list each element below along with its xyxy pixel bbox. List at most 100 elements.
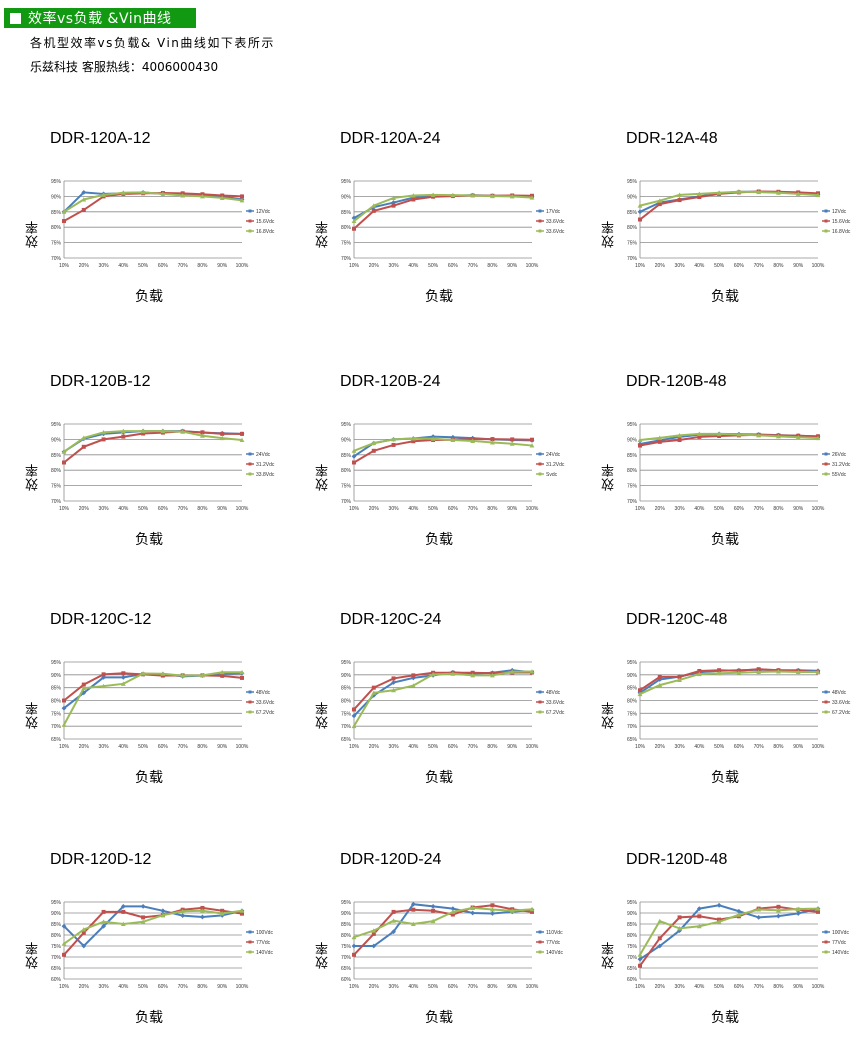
data-point [530,909,534,914]
line-chart-svg: 60% 65% 70% 75% 80% 85% 90% 95% 10% 20% 30% 40% 50% 6… [341,900,563,990]
y-tick-label: 95% [51,179,62,185]
data-point [351,943,357,949]
x-tick-label: 20% [79,506,90,512]
x-tick-label: 70% [754,263,765,269]
data-point [657,682,663,688]
x-tick-label: 60% [158,984,169,990]
legend-marker [538,950,542,954]
data-point [509,908,515,913]
chart-title: DDR-120B-24 [340,373,441,390]
chart-title: DDR-120D-48 [626,851,728,868]
data-point [200,194,205,199]
data-point [509,669,515,674]
x-tick-label: 70% [178,506,189,512]
data-point [696,671,702,677]
data-point [371,943,377,949]
data-point [450,909,456,914]
x-tick-label: 30% [99,984,110,990]
data-point [756,667,761,672]
y-tick-label: 80% [51,225,62,231]
x-tick-label: 90% [217,263,228,269]
x-tick-label: 40% [694,984,705,990]
x-tick-label: 90% [793,984,804,990]
data-point [391,687,396,693]
data-point [120,681,126,686]
data-point [529,443,535,448]
y-axis-label: 效率 [316,220,331,248]
data-point [200,430,205,435]
y-axis-label: 效率 [602,701,617,729]
series-line [639,190,819,207]
line-chart-svg: 70% 75% 80% 85% 90% 95% 10% 20% 30% 40% 50% 60% 70% 8… [51,179,275,269]
x-tick-label: 70% [178,263,189,269]
data-point [351,723,357,729]
y-tick-label: 80% [341,225,352,231]
data-point [795,906,801,912]
data-point [717,434,722,439]
x-tick-label: 100% [812,506,825,512]
data-point [121,671,126,676]
x-tick-label: 40% [408,744,419,750]
y-tick-label: 70% [627,256,638,262]
data-point [101,919,106,924]
x-tick-label: 90% [507,506,518,512]
chart-title: DDR-120D-24 [340,851,442,868]
line-chart-svg: 65% 70% 75% 80% 85% 90% 95% 10% 20% 30% 40% 50% 60% 7… [627,660,851,750]
y-tick-label: 85% [627,922,638,928]
data-point [776,669,781,674]
data-point [430,671,436,677]
y-tick-label: 95% [51,422,62,428]
x-tick-label: 100% [526,506,539,512]
data-point [61,449,67,454]
data-point [657,943,663,949]
legend-marker [248,690,252,694]
y-tick-label: 95% [341,660,352,666]
y-axis-label: 效率 [316,941,331,969]
y-tick-label: 65% [51,966,62,972]
y-axis-label: 效率 [602,220,617,248]
y-tick-label: 80% [341,933,352,939]
y-axis-label: 效率 [602,463,617,491]
data-point [352,226,356,231]
y-tick-label: 90% [51,194,62,200]
legend-label: 16.8Vdc [832,229,851,235]
data-point [736,432,742,437]
x-tick-label: 40% [118,744,129,750]
data-point [391,442,396,447]
x-tick-label: 50% [138,984,149,990]
legend-marker [538,229,542,233]
x-tick-label: 30% [675,263,686,269]
x-tick-label: 50% [714,984,725,990]
series-line [353,193,533,222]
x-axis-label: 负载 [711,770,739,786]
data-point [470,438,476,443]
y-tick-label: 85% [341,922,352,928]
data-point [638,217,642,222]
data-point [391,909,396,914]
series-line [63,909,243,945]
x-axis-label: 负载 [425,770,453,786]
x-tick-label: 50% [138,263,149,269]
data-point [81,930,86,935]
x-tick-label: 100% [236,263,249,269]
data-point [101,672,106,677]
y-tick-label: 70% [341,256,352,262]
x-tick-label: 90% [217,744,228,750]
legend-marker [248,930,252,934]
x-tick-label: 80% [487,984,498,990]
legend-marker [538,940,542,944]
x-tick-label: 40% [694,263,705,269]
series-line [63,905,243,948]
x-axis-label: 负载 [425,289,453,305]
data-point [490,440,495,445]
series-line [353,437,533,452]
data-point [62,460,66,465]
data-point [240,675,244,680]
data-point [81,444,86,449]
x-tick-label: 100% [812,263,825,269]
legend-marker [824,452,828,456]
line-chart-svg: 60% 65% 70% 75% 80% 85% 90% 95% 10% 20% 30% 40% 50% 6… [627,900,849,990]
data-point [101,909,106,914]
line-chart-svg: 70% 75% 80% 85% 90% 95% 10% 20% 30% 40% 50% 60% 70% 8… [51,422,275,512]
x-tick-label: 50% [138,744,149,750]
